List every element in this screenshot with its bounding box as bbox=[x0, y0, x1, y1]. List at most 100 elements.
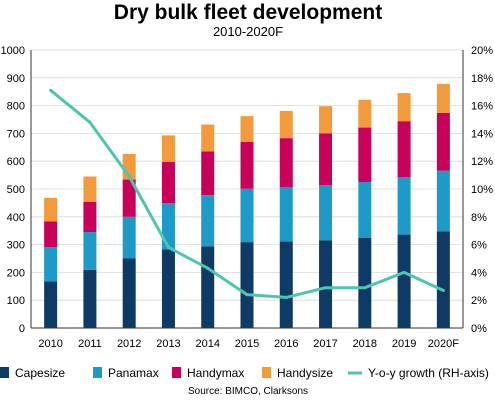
y2-tick-label: 12% bbox=[471, 156, 493, 168]
chart-title: Dry bulk fleet development bbox=[114, 1, 382, 24]
x-tick-label: 2013 bbox=[156, 338, 180, 350]
y-tick-label: 600 bbox=[7, 156, 25, 168]
y2-tick-label: 20% bbox=[471, 45, 493, 57]
bar-panamax bbox=[240, 188, 254, 243]
x-tick-label: 2020F bbox=[428, 338, 459, 350]
x-tick-label: 2016 bbox=[274, 338, 298, 350]
bar-capesize bbox=[44, 281, 58, 328]
growth-point bbox=[166, 245, 170, 249]
bar-panamax bbox=[161, 203, 175, 250]
bar-handysize bbox=[240, 116, 254, 143]
y-tick-label: 1000 bbox=[1, 45, 25, 57]
bar-handymax bbox=[319, 133, 333, 186]
growth-point bbox=[245, 293, 249, 297]
y-tick-label: 400 bbox=[7, 212, 25, 224]
bar-capesize bbox=[122, 258, 136, 328]
x-tick-label: 2017 bbox=[313, 338, 337, 350]
bar-panamax bbox=[358, 182, 372, 238]
bar-capesize bbox=[319, 240, 333, 328]
bar-handymax bbox=[161, 162, 175, 204]
bar-handymax bbox=[436, 112, 450, 171]
y2-tick-label: 10% bbox=[471, 184, 493, 196]
growth-point bbox=[324, 286, 328, 290]
legend-label-panamax: Panamax bbox=[108, 366, 159, 380]
legend-label-y-o-y-growth-rh-axis: Y-o-y growth (RH-axis) bbox=[368, 366, 489, 380]
bar-handymax bbox=[279, 138, 293, 188]
x-tick-label: 2014 bbox=[195, 338, 219, 350]
bar-panamax bbox=[279, 187, 293, 242]
bar-handymax bbox=[201, 151, 215, 196]
growth-point bbox=[127, 174, 131, 178]
y2-tick-label: 14% bbox=[471, 128, 493, 140]
y2-tick-label: 2% bbox=[471, 295, 487, 307]
bar-panamax bbox=[83, 232, 97, 270]
x-tick-label: 2018 bbox=[353, 338, 377, 350]
chart-source: Source: BIMCO, Clarksons bbox=[188, 386, 308, 397]
bar-handymax bbox=[358, 127, 372, 183]
legend-swatch-handysize bbox=[262, 367, 271, 378]
x-tick-label: 2012 bbox=[117, 338, 141, 350]
legend-swatch-handymax bbox=[172, 367, 181, 378]
bar-capesize bbox=[397, 234, 411, 328]
bar-handysize bbox=[358, 99, 372, 128]
bar-capesize bbox=[279, 241, 293, 328]
x-tick-label: 2010 bbox=[38, 338, 62, 350]
bar-capesize bbox=[201, 246, 215, 328]
bar-handysize bbox=[201, 124, 215, 152]
bar-panamax bbox=[44, 247, 58, 282]
y2-tick-label: 0% bbox=[471, 323, 487, 335]
legend: Capesize Panamax Handymax Handysize Y-o-y gr… bbox=[0, 366, 489, 380]
growth-point bbox=[402, 270, 406, 274]
bar-panamax bbox=[201, 195, 215, 247]
legend-label-handysize: Handysize bbox=[277, 366, 333, 380]
growth-point bbox=[441, 288, 445, 292]
x-tick-label: 2011 bbox=[78, 338, 102, 350]
x-tick-label: 2015 bbox=[235, 338, 259, 350]
bar-handymax bbox=[240, 142, 254, 189]
bar-capesize bbox=[240, 242, 254, 328]
bar-capesize bbox=[358, 237, 372, 328]
growth-point bbox=[206, 266, 210, 270]
y-tick-label: 0 bbox=[19, 323, 25, 335]
bars bbox=[44, 83, 450, 328]
y-tick-label: 900 bbox=[7, 73, 25, 85]
y-tick-label: 500 bbox=[7, 184, 25, 196]
bar-panamax bbox=[397, 177, 411, 235]
bar-handysize bbox=[161, 135, 175, 163]
y2-tick-label: 4% bbox=[471, 267, 487, 279]
y-tick-label: 200 bbox=[7, 267, 25, 279]
y2-tick-label: 8% bbox=[471, 212, 487, 224]
x-tick-label: 2019 bbox=[392, 338, 416, 350]
y-tick-label: 800 bbox=[7, 101, 25, 113]
y-tick-label: 100 bbox=[7, 295, 25, 307]
bar-handymax bbox=[397, 121, 411, 178]
bar-panamax bbox=[436, 170, 450, 232]
growth-line bbox=[49, 88, 445, 299]
bar-handysize bbox=[44, 197, 58, 222]
y-tick-label: 700 bbox=[7, 128, 25, 140]
y2-tick-label: 16% bbox=[471, 101, 493, 113]
bar-handymax bbox=[83, 201, 97, 233]
growth-point bbox=[49, 88, 53, 92]
bar-handysize bbox=[83, 176, 97, 202]
bar-handymax bbox=[44, 221, 58, 248]
bar-handysize bbox=[319, 106, 333, 134]
growth-point bbox=[284, 295, 288, 299]
bar-handysize bbox=[279, 110, 293, 139]
bar-handysize bbox=[397, 93, 411, 122]
legend-swatch-panamax bbox=[93, 367, 102, 378]
bar-handysize bbox=[436, 83, 450, 113]
axes: 0 100 200 300 400 500 600 700 800 900 1000 0% 2% 4% 6%… bbox=[1, 45, 494, 350]
legend-label-handymax: Handymax bbox=[187, 366, 244, 380]
growth-point bbox=[363, 286, 367, 290]
legend-swatch-capesize bbox=[0, 367, 9, 378]
bar-handymax bbox=[122, 179, 136, 217]
bar-capesize bbox=[83, 269, 97, 328]
bar-capesize bbox=[436, 231, 450, 328]
legend-label-capesize: Capesize bbox=[15, 366, 65, 380]
bar-panamax bbox=[122, 216, 136, 259]
growth-point bbox=[88, 120, 92, 124]
y-tick-label: 300 bbox=[7, 240, 25, 252]
bar-capesize bbox=[161, 249, 175, 328]
